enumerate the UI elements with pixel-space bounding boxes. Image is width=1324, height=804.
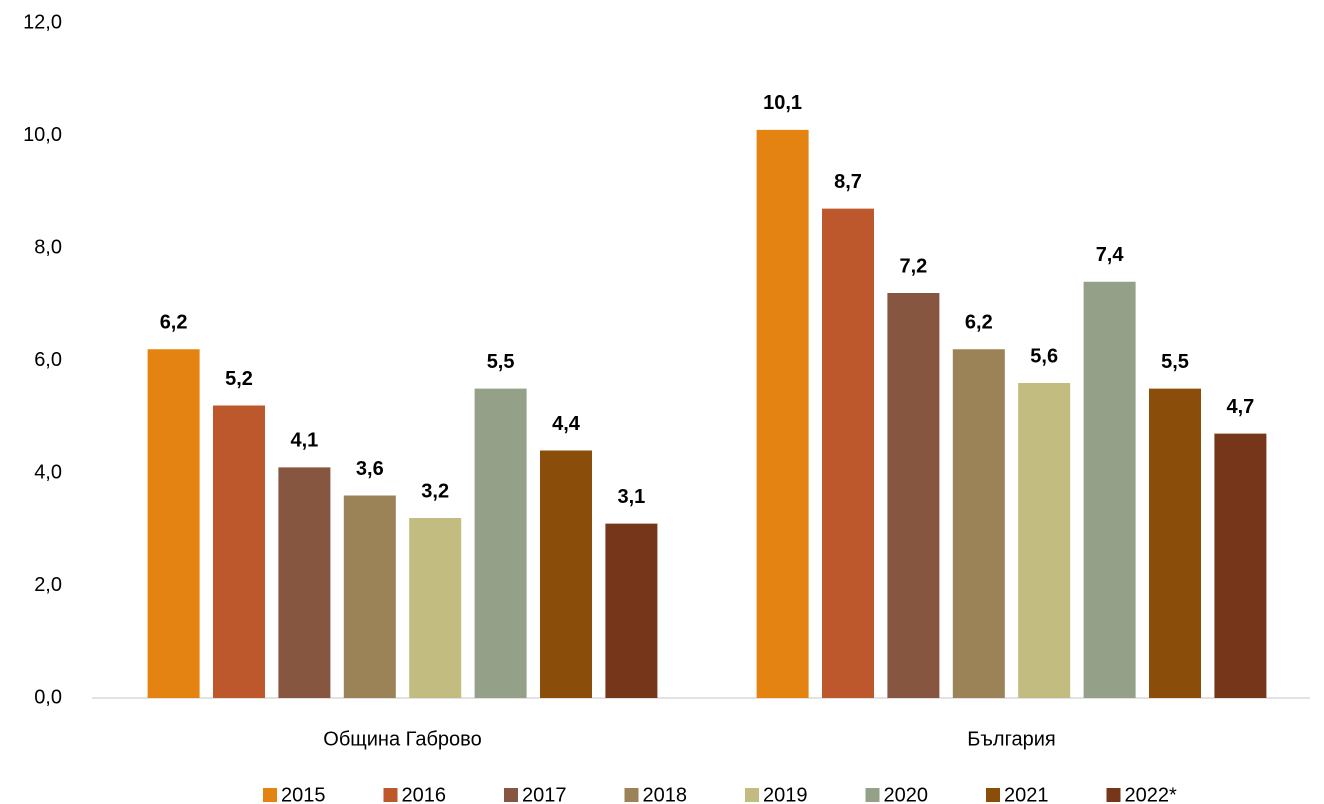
bar	[887, 293, 940, 698]
legend-swatch	[1106, 788, 1121, 802]
y-tick-label: 0,0	[34, 686, 62, 708]
y-tick-label: 10,0	[23, 124, 62, 146]
legend-swatch	[504, 788, 518, 802]
legend-label: 2017	[522, 784, 567, 804]
legend-label: 2022*	[1125, 784, 1177, 804]
value-label: 6,2	[160, 312, 188, 334]
value-label: 5,6	[1030, 345, 1058, 367]
x-tick-label: Община Габрово	[323, 728, 481, 750]
bar	[147, 349, 200, 698]
value-label: 4,4	[552, 413, 581, 435]
bar	[952, 349, 1005, 698]
value-label: 5,5	[1161, 351, 1189, 373]
value-label: 7,4	[1096, 244, 1125, 266]
bar	[605, 523, 658, 698]
value-label: 3,6	[356, 458, 384, 480]
legend-swatch	[745, 788, 759, 802]
bar	[213, 405, 265, 698]
y-tick-label: 6,0	[34, 349, 62, 371]
value-label: 7,2	[899, 255, 927, 277]
legend-label: 2019	[763, 784, 808, 804]
value-label: 6,2	[965, 312, 993, 334]
value-label: 4,7	[1226, 396, 1254, 418]
bar	[343, 495, 396, 698]
bar	[1018, 383, 1071, 698]
y-tick-label: 12,0	[23, 11, 62, 33]
legend-swatch	[624, 788, 639, 802]
legend-label: 2018	[643, 784, 688, 804]
y-tick-label: 8,0	[34, 236, 62, 258]
value-label: 3,2	[421, 480, 449, 502]
value-label: 3,1	[617, 486, 645, 508]
legend-swatch	[383, 788, 398, 802]
value-label: 8,7	[834, 171, 862, 193]
legend-label: 2015	[281, 784, 326, 804]
legend-swatch	[263, 788, 277, 802]
legend-label: 2020	[884, 784, 929, 804]
value-label: 5,2	[225, 368, 253, 390]
bar	[822, 208, 874, 698]
legend-swatch	[865, 788, 880, 802]
bar	[409, 518, 462, 698]
legend-label: 2016	[402, 784, 447, 804]
bar	[1083, 281, 1136, 698]
bar	[756, 129, 809, 698]
bar	[1149, 388, 1201, 698]
bar	[278, 467, 331, 698]
y-tick-label: 2,0	[34, 574, 62, 596]
value-label: 10,1	[763, 92, 802, 114]
bar	[1214, 433, 1267, 698]
legend-label: 2021	[1004, 784, 1049, 804]
x-tick-label: България	[967, 728, 1055, 750]
value-label: 4,1	[290, 430, 318, 452]
bar	[474, 388, 527, 698]
y-tick-label: 4,0	[34, 461, 62, 483]
value-label: 5,5	[487, 351, 515, 373]
bar	[540, 450, 592, 698]
legend-swatch	[986, 788, 1000, 802]
